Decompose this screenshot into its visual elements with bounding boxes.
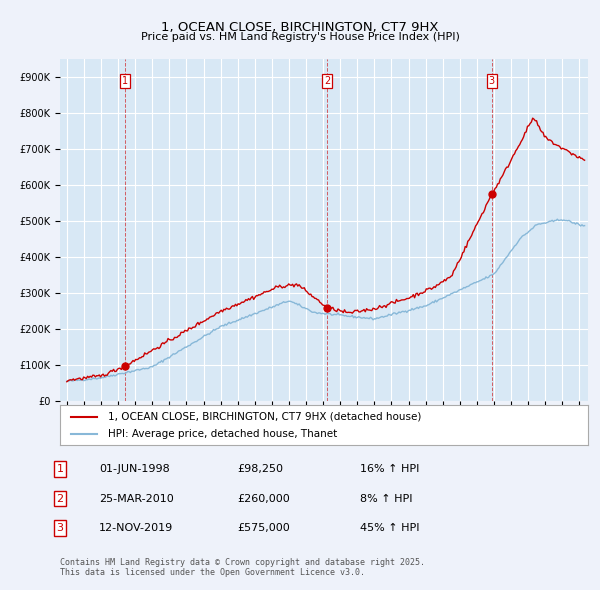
Text: 1, OCEAN CLOSE, BIRCHINGTON, CT7 9HX: 1, OCEAN CLOSE, BIRCHINGTON, CT7 9HX: [161, 21, 439, 34]
Text: 8% ↑ HPI: 8% ↑ HPI: [360, 494, 413, 503]
Text: 01-JUN-1998: 01-JUN-1998: [99, 464, 170, 474]
Text: £575,000: £575,000: [237, 523, 290, 533]
Text: 1: 1: [56, 464, 64, 474]
Text: 45% ↑ HPI: 45% ↑ HPI: [360, 523, 419, 533]
Point: [487, 189, 497, 199]
Text: 25-MAR-2010: 25-MAR-2010: [99, 494, 174, 503]
Text: Contains HM Land Registry data © Crown copyright and database right 2025.
This d: Contains HM Land Registry data © Crown c…: [60, 558, 425, 577]
Text: £260,000: £260,000: [237, 494, 290, 503]
Point: [121, 361, 130, 371]
Text: 2: 2: [324, 76, 330, 86]
Text: 3: 3: [489, 76, 495, 86]
Text: HPI: Average price, detached house, Thanet: HPI: Average price, detached house, Than…: [107, 429, 337, 439]
Point: [322, 303, 332, 312]
Text: 12-NOV-2019: 12-NOV-2019: [99, 523, 173, 533]
Text: 1, OCEAN CLOSE, BIRCHINGTON, CT7 9HX (detached house): 1, OCEAN CLOSE, BIRCHINGTON, CT7 9HX (de…: [107, 412, 421, 422]
Text: 16% ↑ HPI: 16% ↑ HPI: [360, 464, 419, 474]
Text: 2: 2: [56, 494, 64, 503]
Text: 3: 3: [56, 523, 64, 533]
Text: £98,250: £98,250: [237, 464, 283, 474]
Text: Price paid vs. HM Land Registry's House Price Index (HPI): Price paid vs. HM Land Registry's House …: [140, 32, 460, 42]
Text: 1: 1: [122, 76, 128, 86]
